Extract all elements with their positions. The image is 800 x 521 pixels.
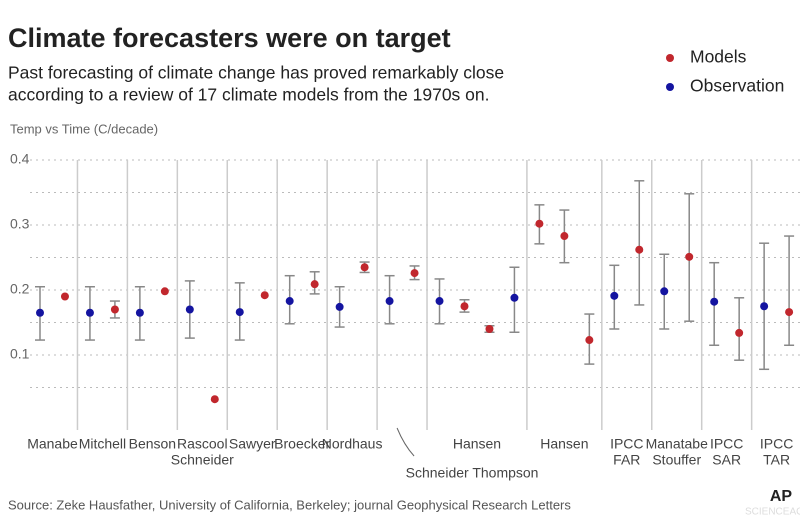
point (410, 269, 419, 278)
point (435, 297, 444, 306)
group-label: Schneider (171, 452, 234, 468)
point (285, 297, 294, 306)
point (135, 308, 144, 317)
point (785, 308, 794, 317)
point (85, 308, 94, 317)
credit: AP (770, 488, 793, 505)
point (760, 302, 769, 311)
point (510, 293, 519, 302)
legend-marker (666, 54, 674, 62)
point (685, 252, 694, 261)
group-label: Manatabe (646, 436, 708, 452)
group-label: Benson (129, 436, 176, 452)
legend-label: Observation (690, 76, 784, 96)
y-tick-label: 0.1 (10, 346, 30, 362)
group-label: Sawyer (229, 436, 276, 452)
subtitle: according to a review of 17 climate mode… (8, 85, 490, 105)
point (310, 280, 319, 289)
point (660, 287, 669, 296)
point (385, 297, 394, 306)
group-label: Broecker (274, 436, 330, 452)
group-label: IPCC (610, 436, 643, 452)
group-label: Nordhaus (322, 436, 383, 452)
point (235, 308, 244, 317)
group-label: IPCC (760, 436, 793, 452)
point (535, 219, 544, 228)
group-label: TAR (763, 452, 790, 468)
group-label: Manabe (27, 436, 78, 452)
point (110, 305, 119, 314)
point (610, 291, 619, 300)
point (260, 291, 269, 300)
y-tick-label: 0.4 (10, 151, 30, 167)
subtitle: Past forecasting of climate change has p… (8, 63, 504, 83)
group-label: Hansen (540, 436, 588, 452)
point (60, 292, 69, 301)
point (360, 263, 369, 272)
point (710, 297, 719, 306)
group-label: Rascool (177, 436, 228, 452)
y-tick-label: 0.3 (10, 216, 30, 232)
group-label: Mitchell (79, 436, 126, 452)
point (735, 328, 744, 337)
group-label: Schneider Thompson (406, 465, 539, 481)
leader-line (396, 427, 415, 457)
point (460, 302, 469, 311)
point (635, 245, 644, 254)
point (160, 287, 169, 296)
group-label: SAR (712, 452, 741, 468)
group-label: Stouffer (652, 452, 701, 468)
point (560, 232, 569, 241)
point (585, 336, 594, 345)
legend-label: Models (690, 47, 747, 67)
y-axis-label: Temp vs Time (C/decade) (10, 121, 158, 136)
group-label: IPCC (710, 436, 743, 452)
point (185, 305, 194, 314)
watermark: SCIENCEAQ.COM (745, 507, 800, 518)
point (210, 395, 219, 404)
point (36, 308, 44, 317)
group-label: Hansen (453, 436, 501, 452)
y-tick-label: 0.2 (10, 281, 30, 297)
chart-title: Climate forecasters were on target (8, 23, 451, 53)
source: Source: Zeke Hausfather, University of C… (8, 497, 571, 512)
legend-marker (666, 83, 674, 91)
group-label: FAR (613, 452, 640, 468)
point (485, 325, 494, 333)
point (335, 302, 344, 311)
